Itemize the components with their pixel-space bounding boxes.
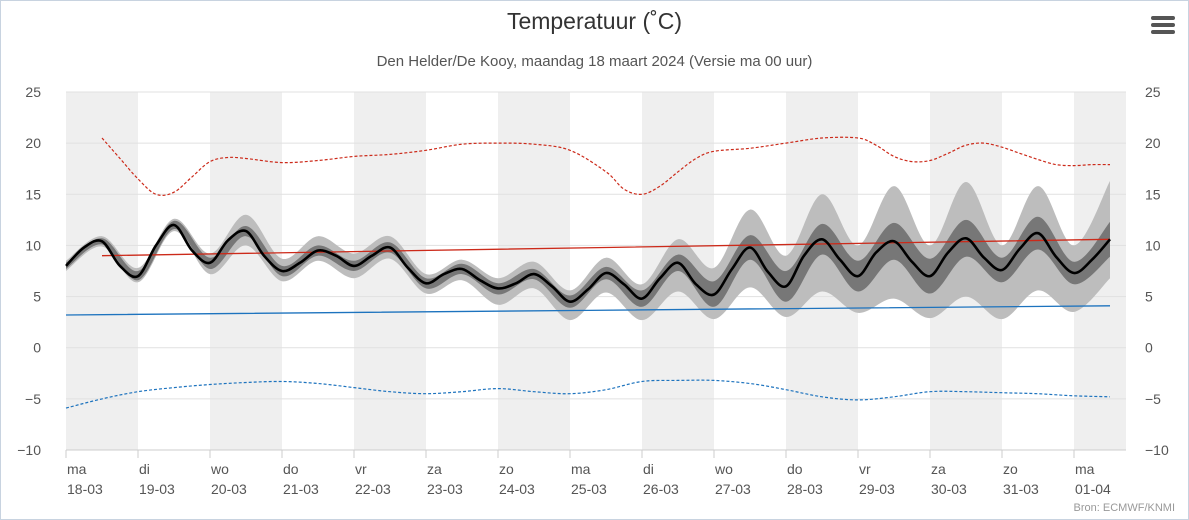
chart-subtitle: Den Helder/De Kooy, maandag 18 maart 202… bbox=[376, 53, 813, 70]
source-credit: Bron: ECMWF/KNMI bbox=[1073, 502, 1175, 514]
chart-title: Temperatuur (˚C) bbox=[506, 8, 683, 34]
hamburger-menu-icon[interactable] bbox=[1149, 14, 1177, 40]
